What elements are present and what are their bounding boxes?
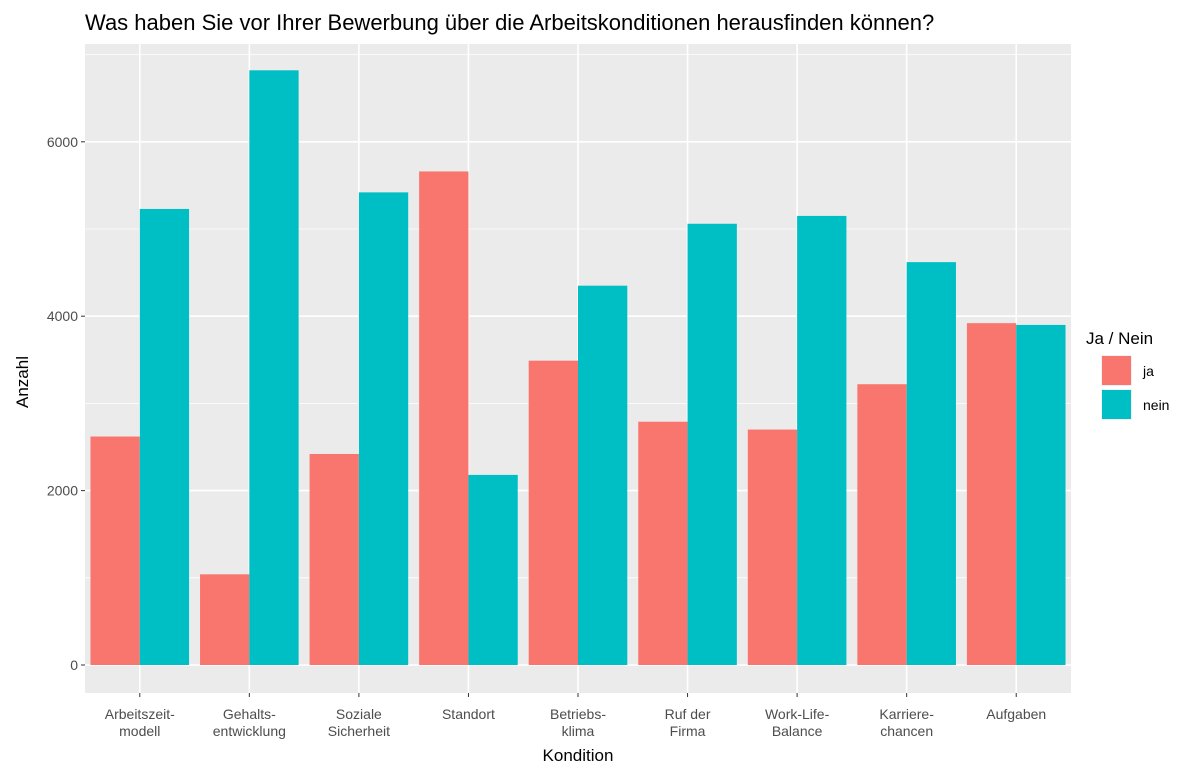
x-tick-label: Arbeitszeit-modell [105,706,175,739]
bar-nein-4 [578,285,628,665]
bar-ja-8 [966,323,1017,665]
y-tick-label: 2000 [47,483,78,499]
bar-ja-0 [90,436,140,665]
x-tick-label: Work-Life-Balance [765,706,830,739]
x-tick-label: Gehalts-entwicklung [213,706,286,739]
bar-ja-1 [200,574,250,665]
x-tick-label: Soziale Sicherheit [328,706,390,739]
x-tick-label: Standort [442,706,495,722]
x-tick-label: Karriere-chancen [879,706,934,739]
bar-ja-7 [857,384,907,665]
x-tick-label: Ruf der Firma [665,706,711,739]
legend-swatch-ja [1102,356,1131,385]
legend: Ja / Nein ja nein [1086,329,1169,420]
y-tick-label: 6000 [47,134,78,150]
y-tick-label: 0 [70,657,78,673]
bar-nein-6 [797,215,847,666]
x-tick-label: Betriebs-klima [550,706,606,739]
bar-ja-2 [309,453,359,665]
bar-nein-7 [906,262,956,665]
legend-label-ja: ja [1142,363,1154,379]
x-axis: Arbeitszeit-modell Gehalts-entwicklung Soz… [105,693,1046,739]
bar-ja-5 [638,421,688,665]
bar-nein-5 [687,223,737,665]
bar-nein-0 [139,208,190,665]
bar-nein-8 [1016,324,1066,665]
bar-ja-4 [528,360,578,665]
bar-ja-3 [419,171,469,665]
x-axis-title: Kondition [543,746,614,765]
y-axis: 0 2000 4000 6000 [47,134,85,673]
bar-nein-1 [249,70,299,665]
legend-title: Ja / Nein [1086,329,1153,348]
legend-label-nein: nein [1143,397,1169,413]
bars [90,70,1066,666]
legend-swatch-nein [1102,390,1131,419]
y-axis-title: Anzahl [13,356,32,408]
chart-title: Was haben Sie vor Ihrer Bewerbung über d… [85,10,934,35]
bar-nein-3 [468,474,518,665]
bar-ja-6 [747,429,798,665]
x-tick-label: Aufgaben [986,706,1046,722]
bar-nein-2 [358,192,409,665]
y-tick-label: 4000 [47,308,78,324]
